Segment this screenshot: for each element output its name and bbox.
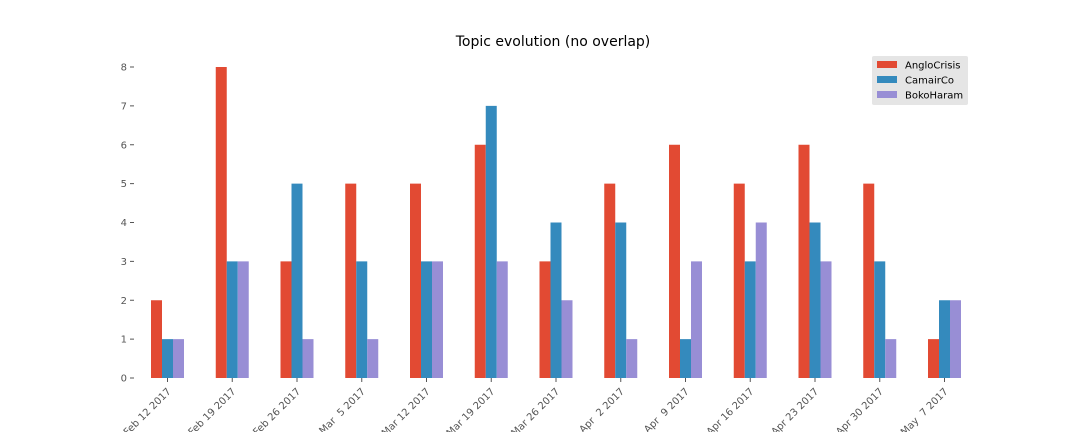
legend-label: CamairCo (905, 76, 954, 87)
x-tick-label: Apr 2 2017 (578, 386, 627, 432)
y-axis: 0 1 2 3 4 5 6 7 8 (121, 63, 134, 385)
bar-anglocrisis (539, 261, 551, 378)
y-tick-label: 5 (121, 179, 127, 190)
bar-bokoharam (691, 261, 702, 378)
legend-swatch (877, 61, 897, 68)
x-tick-label: Apr 23 2017 (770, 386, 822, 432)
bars (151, 67, 961, 378)
bar-bokoharam (820, 261, 832, 378)
x-axis: Feb 12 2017 Feb 19 2017 Feb 26 2017 Mar 5 2… (122, 378, 951, 432)
x-tick-label: Feb 26 2017 (251, 386, 303, 432)
x-tick-label: May 7 2017 (899, 386, 951, 432)
bar-bokoharam (302, 339, 314, 378)
legend-swatch (877, 76, 897, 83)
x-tick-label: Feb 12 2017 (122, 386, 174, 432)
y-tick-label: 1 (121, 335, 127, 346)
bar-camairco (744, 261, 756, 378)
bar-anglocrisis (215, 67, 227, 378)
bar-bokoharam (561, 300, 573, 378)
bar-bokoharam (432, 261, 443, 378)
bar-anglocrisis (669, 144, 680, 378)
bar-bokoharam (885, 339, 897, 378)
legend-label: AngloCrisis (905, 61, 961, 72)
bar-camairco (615, 222, 627, 378)
bar-anglocrisis (474, 144, 486, 378)
y-tick-label: 4 (121, 218, 127, 229)
bar-camairco (874, 261, 886, 378)
y-tick-label: 8 (121, 63, 127, 74)
bar-camairco (291, 183, 303, 378)
x-tick-label: Mar 19 2017 (445, 386, 498, 432)
bar-bokoharam (626, 339, 638, 378)
x-tick-label: Mar 12 2017 (380, 386, 433, 432)
bar-camairco (485, 105, 497, 378)
bar-bokoharam (950, 300, 961, 378)
bar-bokoharam (367, 339, 379, 378)
bar-camairco (939, 300, 950, 378)
bar-anglocrisis (345, 183, 357, 378)
bar-bokoharam (173, 339, 184, 378)
bar-anglocrisis (928, 339, 939, 378)
bar-bokoharam (496, 261, 508, 378)
bar-camairco (809, 222, 821, 378)
bar-anglocrisis (151, 300, 162, 378)
bar-bokoharam (237, 261, 249, 378)
x-tick-label: Mar 5 2017 (318, 386, 368, 432)
bar-anglocrisis (863, 183, 875, 378)
legend-swatch (877, 91, 897, 98)
bar-anglocrisis (798, 144, 810, 378)
y-tick-label: 0 (121, 374, 127, 385)
x-tick-label: Mar 26 2017 (510, 386, 563, 432)
y-tick-label: 2 (121, 296, 127, 307)
x-tick-label: Feb 19 2017 (187, 386, 239, 432)
chart-title: Topic evolution (no overlap) (455, 34, 651, 50)
x-tick-label: Apr 30 2017 (834, 386, 886, 432)
y-tick-label: 3 (121, 257, 127, 268)
y-tick-label: 7 (121, 101, 127, 112)
bar-anglocrisis (733, 183, 745, 378)
x-tick-label: Apr 16 2017 (705, 386, 757, 432)
bar-camairco (680, 339, 691, 378)
bar-camairco (550, 222, 562, 378)
x-tick-label: Apr 9 2017 (642, 386, 691, 432)
y-tick-label: 6 (121, 140, 127, 151)
legend: AngloCrisis CamairCo BokoHaram (872, 56, 968, 105)
bar-camairco (162, 339, 173, 378)
bar-bokoharam (755, 222, 767, 378)
bar-anglocrisis (410, 183, 421, 378)
legend-label: BokoHaram (905, 91, 963, 102)
bar-anglocrisis (604, 183, 616, 378)
bar-camairco (226, 261, 238, 378)
bar-anglocrisis (280, 261, 292, 378)
bar-camairco (356, 261, 368, 378)
bar-camairco (421, 261, 432, 378)
